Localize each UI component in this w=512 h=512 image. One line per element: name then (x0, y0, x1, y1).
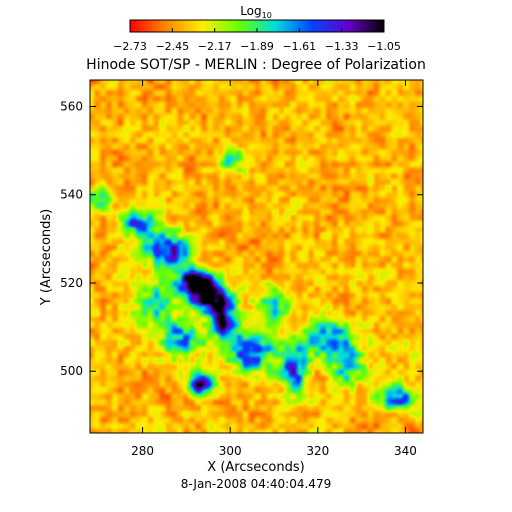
x-tick-label: 300 (219, 444, 242, 458)
observation-timestamp: 8-Jan-2008 04:40:04.479 (181, 477, 331, 491)
y-tick-label: 540 (60, 188, 83, 202)
x-axis-title: X (Arcseconds) (207, 460, 304, 475)
plot-frame (89, 79, 424, 434)
colorbar-tick-label: −1.33 (325, 40, 359, 53)
y-tick-label: 500 (60, 364, 83, 378)
colorbar-tick-label: −2.73 (113, 40, 147, 53)
chart-title: Hinode SOT/SP - MERLIN : Degree of Polar… (86, 57, 426, 73)
colorbar-label-base: Log (240, 4, 261, 18)
colorbar-tick-label: −1.05 (367, 40, 401, 53)
colorbar-tick-label: −2.17 (198, 40, 232, 53)
colorbar-label-subscript: 10 (262, 11, 272, 20)
colorbar-ticks: −2.73 −2.45 −2.17 −1.89 −1.61 −1.33 −1.05 (113, 28, 401, 53)
colorbar-tick-label: −2.45 (155, 40, 189, 53)
colorbar-tick-label: −1.89 (240, 40, 274, 53)
polarization-heatmap-image (90, 80, 423, 433)
colorbar-tick-label: −1.61 (282, 40, 316, 53)
x-tick-label: 280 (131, 444, 154, 458)
axis-ticks: 280 300 320 340 500 520 540 560 (60, 80, 423, 458)
x-tick-label: 340 (394, 444, 417, 458)
y-axis-title: Y (Arcseconds) (39, 209, 54, 306)
x-tick-label: 320 (306, 444, 329, 458)
y-tick-label: 560 (60, 99, 83, 113)
colorbar-label: Log10 (240, 4, 272, 20)
y-tick-label: 520 (60, 276, 83, 290)
